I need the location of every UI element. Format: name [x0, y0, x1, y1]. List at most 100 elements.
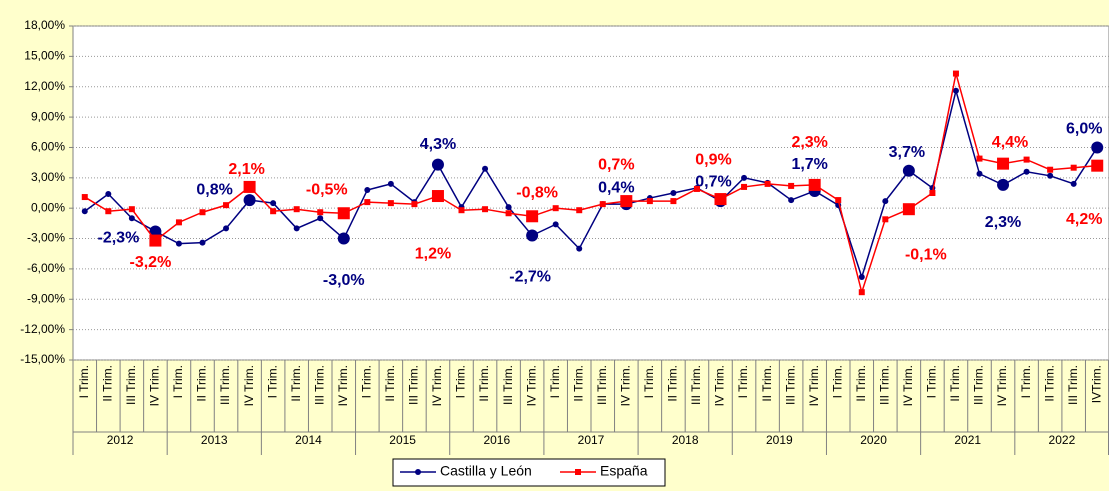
x-tick-label: III Trim. — [877, 365, 891, 405]
point — [387, 180, 394, 187]
point — [175, 240, 182, 247]
point — [741, 174, 748, 181]
data-label: 6,0% — [1066, 121, 1102, 138]
x-tick-label: II Trim. — [477, 365, 491, 402]
x-tick-label: III Trim. — [972, 365, 986, 405]
x-tick-label: IV Trim. — [901, 365, 915, 406]
point — [952, 87, 959, 94]
y-tick-label: 12,00% — [24, 79, 65, 93]
point — [882, 198, 889, 205]
point — [128, 206, 135, 213]
point — [902, 164, 915, 177]
x-tick-label: I Trim. — [359, 365, 373, 398]
y-tick-label: -9,00% — [27, 291, 65, 305]
data-label: 2,3% — [791, 134, 827, 151]
point — [552, 221, 559, 228]
x-tick-label: III Trim. — [783, 365, 797, 405]
y-tick-label: -3,00% — [27, 231, 65, 245]
y-tick-label: 18,00% — [24, 18, 65, 32]
point — [882, 216, 889, 223]
point — [223, 225, 230, 232]
x-tick-label: III Trim. — [218, 365, 232, 405]
x-tick-label: III Trim. — [595, 365, 609, 405]
data-label: -3,2% — [130, 254, 172, 271]
point — [526, 210, 539, 223]
point — [431, 190, 444, 203]
point — [858, 274, 865, 281]
y-tick-label: 9,00% — [31, 109, 65, 123]
point — [526, 229, 539, 242]
point — [576, 207, 583, 214]
point — [741, 183, 748, 190]
x-tick-label: III Trim. — [312, 365, 326, 405]
point — [364, 186, 371, 193]
point — [1047, 166, 1054, 173]
data-label: 0,4% — [598, 179, 634, 196]
x-tick-label: II Trim. — [100, 365, 114, 402]
group-label: 2022 — [1049, 433, 1076, 447]
point — [81, 194, 88, 201]
point — [620, 195, 633, 208]
point — [858, 289, 865, 296]
x-tick-label: IV Trim. — [336, 365, 350, 406]
y-tick-label: -12,00% — [20, 322, 65, 336]
x-tick-label: III Trim. — [1066, 365, 1080, 405]
point — [929, 190, 936, 196]
point — [599, 201, 606, 208]
y-tick-label: 0,00% — [31, 200, 65, 214]
x-tick-label: III Trim. — [689, 365, 703, 405]
point — [431, 158, 444, 171]
point — [317, 209, 324, 216]
x-tick-label: II Trim. — [1042, 365, 1056, 402]
x-tick-label: IV Trim. — [524, 365, 538, 406]
point — [646, 198, 653, 205]
y-tick-label: -6,00% — [27, 261, 65, 275]
group-label: 2017 — [578, 433, 605, 447]
y-tick-label: -15,00% — [20, 352, 65, 366]
point — [552, 205, 559, 212]
point — [458, 207, 465, 214]
x-tick-label: III Trim. — [407, 365, 421, 405]
x-tick-label: II Trim. — [854, 365, 868, 402]
x-tick-label: I Trim. — [548, 365, 562, 398]
data-label: 2,3% — [985, 214, 1021, 231]
legend-marker — [575, 469, 581, 475]
data-label: 4,4% — [992, 134, 1028, 151]
group-label: 2018 — [672, 433, 699, 447]
point — [835, 197, 842, 204]
point — [505, 204, 512, 211]
plot-area — [72, 25, 1109, 361]
x-tick-label: I Trim. — [454, 365, 468, 398]
x-tick-label: II Trim. — [760, 365, 774, 402]
data-label: 0,8% — [196, 181, 232, 198]
legend-marker — [415, 469, 421, 475]
point — [976, 155, 983, 162]
group-label: 2021 — [954, 433, 981, 447]
point — [1023, 156, 1030, 163]
x-tick-label: I Trim. — [1019, 365, 1033, 398]
point — [576, 245, 583, 252]
legend-label: España — [600, 463, 648, 479]
data-label: -0,8% — [516, 184, 558, 201]
point — [337, 232, 350, 245]
point — [199, 209, 206, 216]
x-tick-label: I Trim. — [925, 365, 939, 398]
x-tick-label: IV Trim. — [618, 365, 632, 406]
x-tick-label: IV Trim. — [242, 365, 256, 406]
point — [788, 182, 795, 189]
legend — [392, 458, 666, 487]
x-tick-label: I Trim. — [830, 365, 844, 398]
point — [149, 234, 162, 247]
point — [808, 178, 821, 191]
point — [293, 225, 300, 232]
data-label: 3,7% — [889, 144, 925, 161]
point — [902, 203, 915, 216]
x-tick-label: II Trim. — [383, 365, 397, 402]
point — [270, 200, 277, 207]
point — [976, 170, 983, 177]
data-label: 1,2% — [415, 245, 451, 262]
point — [482, 206, 489, 213]
point — [997, 178, 1010, 191]
x-tick-label: IV Trim. — [807, 365, 821, 406]
